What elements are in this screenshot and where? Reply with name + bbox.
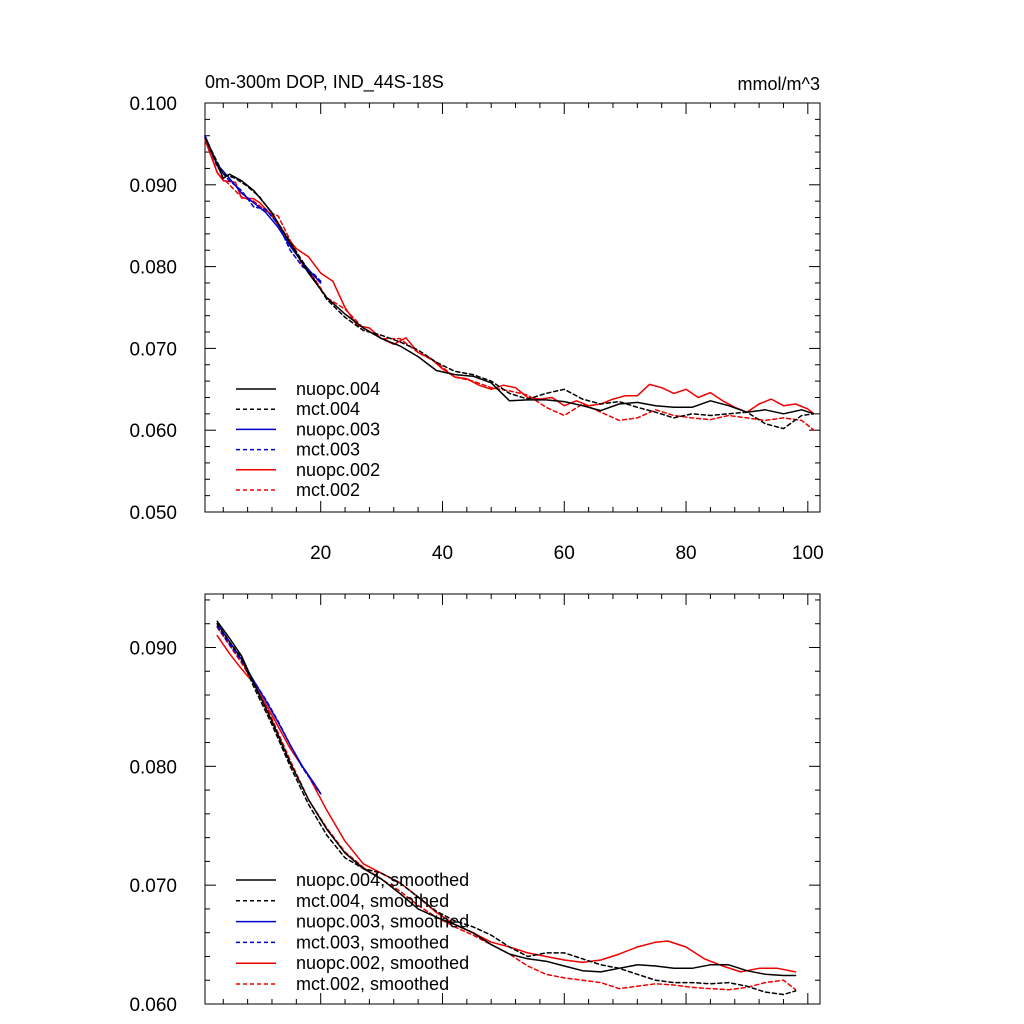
x-tick-label: 100 [792,543,824,564]
legend-label: nuopc.002 [296,460,380,480]
x-tick-label: 80 [675,543,696,564]
legend-label: nuopc.002, smoothed [296,953,469,973]
x-tick-label: 20 [310,543,331,564]
legend-label: mct.004 [296,399,360,419]
legend: nuopc.004mct.004nuopc.003mct.003nuopc.00… [236,379,380,500]
x-tick-label: 40 [432,543,453,564]
legend-label: mct.003 [296,440,360,460]
series-line-nuopc-004-smoothed [216,620,797,977]
legend-label: mct.002, smoothed [296,974,449,994]
y-tick-label: 0.090 [129,638,177,659]
y-tick-label: 0.060 [129,995,177,1016]
series-line-mct-003 [204,134,322,283]
y-tick-label: 0.070 [129,876,177,897]
series-line-mct-004-smoothed [216,622,797,996]
series-line-nuopc-004 [204,136,815,415]
legend-label: nuopc.004 [296,379,380,399]
y-tick-label: 0.080 [129,757,177,778]
units-label: mmol/m^3 [738,74,820,94]
legend-label: nuopc.003, smoothed [296,912,469,932]
plot-frame [204,102,821,513]
x-tick-label: 60 [554,543,575,564]
y-tick-label: 0.050 [129,503,177,524]
legend-label: mct.003, smoothed [296,932,449,952]
series-line-mct-002 [204,136,815,431]
series-line-nuopc-002 [204,139,815,415]
y-tick-label: 0.080 [129,258,177,279]
plot-frame [204,593,821,1005]
legend-label: mct.002 [296,480,360,500]
chart-panel-1: 0.050 0.060 0.070 0.080 0.090 0.100 20 40 60 80 10… [129,72,823,564]
legend-label: mct.004, smoothed [296,891,449,911]
chart-title: 0m-300m DOP, IND_44S-18S [205,72,444,93]
y-tick-label: 0.070 [129,339,177,360]
y-tick-label: 0.090 [129,176,177,197]
legend-label: nuopc.003 [296,419,380,439]
legend-label: nuopc.004, smoothed [296,870,469,890]
series-line-nuopc-003 [204,134,322,284]
y-tick-label: 0.060 [129,421,177,442]
y-tick-label: 0.100 [129,94,177,115]
